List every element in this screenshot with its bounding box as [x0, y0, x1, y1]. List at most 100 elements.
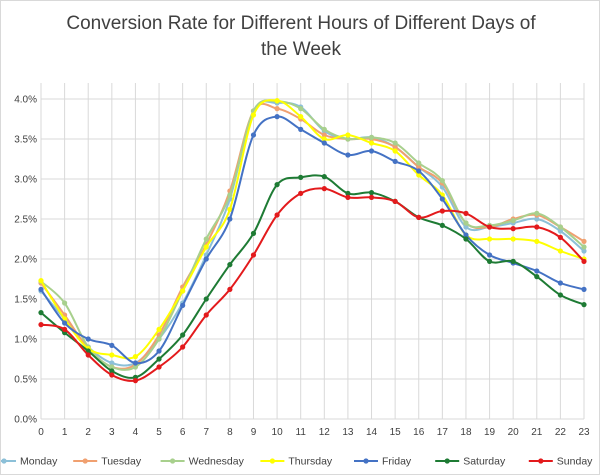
- data-point-friday: [203, 256, 209, 262]
- legend-marker-monday: [1, 458, 7, 464]
- data-point-wednesday: [416, 160, 422, 166]
- x-tick-label: 14: [366, 427, 378, 438]
- data-point-tuesday: [274, 106, 280, 112]
- data-point-sunday: [109, 372, 115, 378]
- data-point-thursday: [156, 326, 162, 332]
- data-point-friday: [227, 216, 233, 222]
- data-point-thursday: [486, 236, 493, 242]
- legend-marker-sunday: [538, 458, 544, 464]
- series-line-sunday: [40, 187, 585, 382]
- data-point-friday: [368, 148, 375, 154]
- data-point-sunday: [416, 214, 422, 220]
- series-line-tuesday: [40, 102, 585, 370]
- x-tick-label: 9: [251, 427, 257, 438]
- data-point-thursday: [298, 114, 304, 120]
- data-point-sunday: [534, 224, 540, 230]
- data-point-wednesday: [368, 134, 375, 140]
- data-point-saturday: [510, 258, 516, 264]
- x-tick-label: 15: [390, 427, 402, 438]
- data-point-thursday: [274, 98, 280, 104]
- data-point-friday: [557, 280, 563, 286]
- data-point-friday: [486, 252, 493, 258]
- legend-label-saturday: Saturday: [463, 456, 506, 468]
- data-point-friday: [581, 286, 587, 292]
- x-tick-label: 19: [484, 427, 496, 438]
- y-tick-label: 4.0%: [14, 95, 37, 106]
- legend-label-friday: Friday: [382, 456, 412, 468]
- data-point-wednesday: [581, 244, 587, 250]
- legend-marker-saturday: [444, 458, 450, 464]
- x-tick-label: 20: [508, 427, 520, 438]
- data-point-friday: [156, 348, 162, 354]
- y-tick-label: 0.5%: [14, 375, 37, 386]
- data-point-wednesday: [439, 178, 445, 184]
- data-point-thursday: [203, 244, 209, 250]
- data-point-thursday: [38, 278, 44, 284]
- data-point-thursday: [510, 236, 516, 242]
- data-point-wednesday: [557, 224, 563, 230]
- data-point-sunday: [38, 322, 44, 328]
- data-point-wednesday: [392, 140, 398, 146]
- chart-title-line-2: the Week: [261, 39, 341, 60]
- data-point-saturday: [227, 262, 233, 268]
- y-tick-label: 0.0%: [14, 415, 37, 426]
- x-tick-label: 8: [227, 427, 233, 438]
- data-point-saturday: [156, 356, 162, 362]
- x-tick-label: 16: [413, 427, 425, 438]
- data-point-sunday: [274, 212, 280, 218]
- x-tick-label: 2: [85, 427, 91, 438]
- data-point-thursday: [250, 112, 257, 118]
- series-line-monday: [40, 100, 585, 367]
- data-point-saturday: [368, 190, 375, 196]
- y-tick-label: 1.5%: [14, 295, 37, 306]
- data-point-sunday: [298, 190, 304, 196]
- data-point-saturday: [534, 274, 540, 280]
- data-point-sunday: [203, 312, 209, 318]
- data-point-saturday: [298, 174, 304, 180]
- legend-label-tuesday: Tuesday: [101, 456, 142, 468]
- legend-marker-wednesday: [170, 458, 176, 464]
- data-point-sunday: [368, 194, 375, 200]
- legend-marker-thursday: [269, 458, 275, 464]
- data-point-saturday: [274, 182, 280, 188]
- data-point-saturday: [250, 230, 257, 236]
- data-point-thursday: [227, 206, 233, 212]
- data-point-sunday: [439, 208, 445, 214]
- data-point-friday: [38, 286, 44, 292]
- x-tick-label: 4: [133, 427, 139, 438]
- data-point-friday: [250, 132, 257, 138]
- data-point-friday: [274, 114, 280, 120]
- legend-label-monday: Monday: [20, 456, 58, 468]
- data-point-monday: [557, 228, 563, 234]
- y-tick-label: 2.0%: [14, 255, 37, 266]
- data-point-saturday: [557, 292, 563, 298]
- data-point-tuesday: [321, 132, 327, 138]
- legend-label-sunday: Sunday: [557, 456, 593, 468]
- data-point-sunday: [180, 344, 186, 350]
- series-line-wednesday: [40, 99, 585, 371]
- data-point-thursday: [392, 148, 398, 154]
- legend-label-thursday: Thursday: [288, 456, 333, 468]
- series-line-saturday: [40, 174, 585, 379]
- data-point-friday: [85, 336, 91, 342]
- x-tick-label: 17: [437, 427, 449, 438]
- x-tick-label: 18: [460, 427, 472, 438]
- data-point-tuesday: [581, 238, 587, 244]
- data-point-thursday: [557, 248, 563, 254]
- y-tick-label: 1.0%: [14, 335, 37, 346]
- data-point-thursday: [345, 132, 351, 138]
- data-point-sunday: [250, 252, 257, 258]
- data-point-monday: [534, 216, 540, 222]
- y-tick-label: 2.5%: [14, 215, 37, 226]
- data-point-tuesday: [416, 164, 422, 170]
- data-point-saturday: [439, 222, 445, 228]
- x-tick-label: 3: [109, 427, 115, 438]
- data-point-wednesday: [109, 364, 115, 370]
- data-point-wednesday: [510, 218, 516, 224]
- y-tick-label: 3.5%: [14, 135, 37, 146]
- data-point-wednesday: [132, 364, 139, 370]
- x-tick-label: 11: [296, 427, 307, 438]
- data-point-sunday: [510, 226, 516, 232]
- data-point-friday: [534, 268, 540, 274]
- data-point-sunday: [557, 234, 563, 240]
